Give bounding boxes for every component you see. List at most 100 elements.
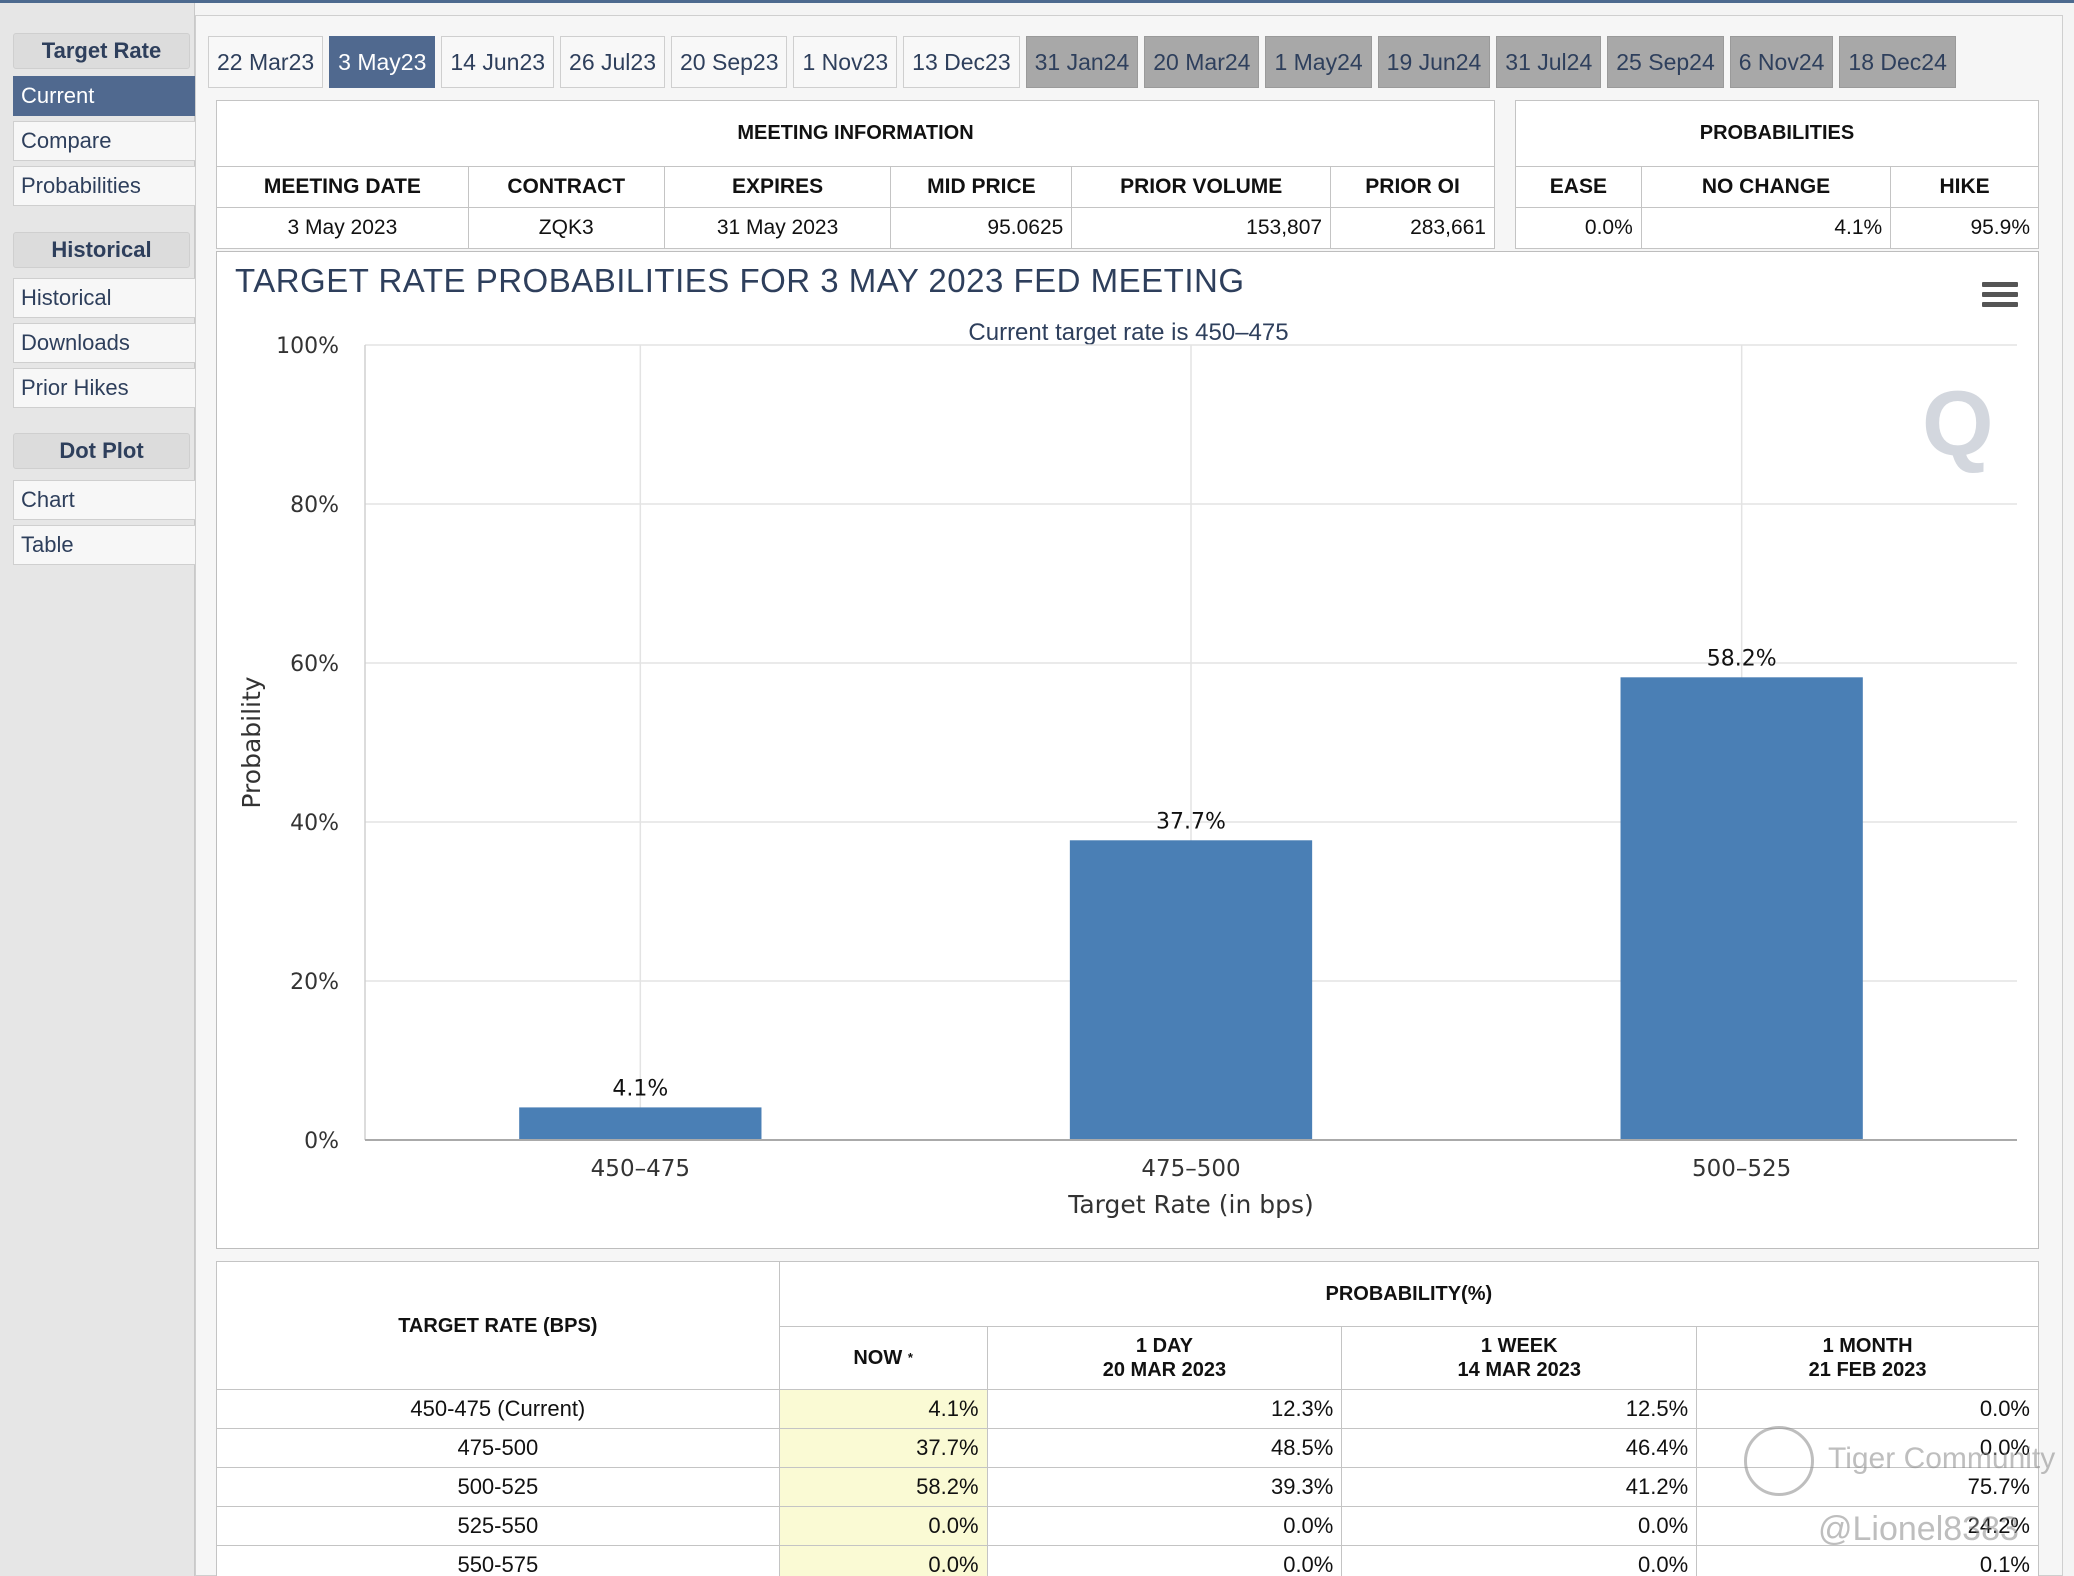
rate-cell: 450-475 (Current): [216, 1389, 780, 1429]
tab-1-nov23[interactable]: 1 Nov23: [793, 36, 898, 88]
col-1-week: 1 WEEK 14 MAR 2023: [1341, 1325, 1698, 1390]
month-cell: 75.7%: [1696, 1467, 2039, 1507]
sidebar-item-table[interactable]: Table: [13, 525, 195, 565]
data-label: 4.1%: [612, 1076, 668, 1101]
x-axis-title: Target Rate (in bps): [1067, 1190, 1314, 1219]
month-cell: 0.0%: [1696, 1428, 2039, 1468]
sidebar-header-historical: Historical: [13, 232, 190, 268]
sidebar-item-current[interactable]: Current: [13, 76, 195, 116]
sidebar-item-historical[interactable]: Historical: [13, 278, 195, 318]
meeting-info-title: MEETING INFORMATION: [216, 100, 1495, 167]
table-row: 475-500 37.7% 48.5% 46.4% 0.0%: [216, 1428, 2039, 1468]
table-row: 450-475 (Current) 4.1% 12.3% 12.5% 0.0%: [216, 1389, 2039, 1429]
week-cell: 0.0%: [1341, 1545, 1698, 1576]
prior-oi-value: 283,661: [1330, 207, 1495, 249]
bar-chart: 0% 20% 40% 60% 80% 100% 4.1% 450–475 37.7% 475–50…: [237, 334, 2017, 1219]
day-cell: 39.3%: [986, 1467, 1343, 1507]
tab-22-mar23[interactable]: 22 Mar23: [208, 36, 324, 88]
sidebar-header-target-rate: Target Rate: [13, 33, 190, 69]
y-tick-label: 80%: [290, 493, 339, 518]
now-cell: 4.1%: [778, 1389, 988, 1429]
rate-cell: 550-575: [216, 1545, 780, 1576]
sidebar-item-prior-hikes[interactable]: Prior Hikes: [13, 368, 195, 408]
now-cell: 58.2%: [778, 1467, 988, 1507]
bar: [1620, 677, 1863, 1140]
y-tick-label: 100%: [276, 334, 339, 359]
data-label: 37.7%: [1156, 809, 1226, 834]
tab-20-sep23[interactable]: 20 Sep23: [671, 36, 788, 88]
day-cell: 0.0%: [986, 1506, 1343, 1546]
sidebar-item-downloads[interactable]: Downloads: [13, 323, 195, 363]
week-cell: 12.5%: [1341, 1389, 1698, 1429]
tab-1-may24[interactable]: 1 May24: [1265, 36, 1372, 88]
chart-title: TARGET RATE PROBABILITIES FOR 3 MAY 2023…: [235, 262, 1245, 299]
probability-history-table: TARGET RATE (BPS) PROBABILITY(%) NOW * 1…: [216, 1261, 2040, 1576]
tab-31-jan24[interactable]: 31 Jan24: [1025, 36, 1139, 88]
col-1-month: 1 MONTH 21 FEB 2023: [1696, 1325, 2039, 1390]
col-now: NOW *: [778, 1325, 988, 1390]
sidebar-header-dot-plot: Dot Plot: [13, 433, 190, 469]
month-cell: 24.2%: [1696, 1506, 2039, 1546]
prior-volume-value: 153,807: [1071, 207, 1332, 249]
rate-cell: 500-525: [216, 1467, 780, 1507]
main-content: 22 Mar23 3 May23 14 Jun23 26 Jul23 20 Se…: [195, 15, 2063, 1576]
tab-3-may23[interactable]: 3 May23: [329, 36, 436, 88]
table-row: 500-525 58.2% 39.3% 41.2% 75.7%: [216, 1467, 2039, 1507]
no-change-value: 4.1%: [1640, 207, 1892, 249]
y-tick-label: 20%: [290, 970, 339, 995]
col-meeting-date: MEETING DATE: [216, 166, 469, 208]
now-cell: 0.0%: [778, 1506, 988, 1546]
sidebar-item-chart[interactable]: Chart: [13, 480, 195, 520]
col-1-day: 1 DAY 20 MAR 2023: [986, 1325, 1343, 1390]
day-cell: 12.3%: [986, 1389, 1343, 1429]
rate-cell: 525-550: [216, 1506, 780, 1546]
hike-value: 95.9%: [1890, 207, 2039, 249]
tab-19-jun24[interactable]: 19 Jun24: [1377, 36, 1491, 88]
tab-31-jul24[interactable]: 31 Jul24: [1496, 36, 1602, 88]
meeting-info-table: MEETING INFORMATION MEETING DATE CONTRAC…: [216, 100, 1495, 249]
now-cell: 0.0%: [778, 1545, 988, 1576]
day-cell: 48.5%: [986, 1428, 1343, 1468]
col-mid-price: MID PRICE: [890, 166, 1073, 208]
hamburger-menu-icon[interactable]: [1982, 282, 2018, 312]
y-tick-label: 40%: [290, 811, 339, 836]
bar: [1069, 840, 1313, 1140]
contract-value: ZQK3: [467, 207, 665, 249]
mid-price-value: 95.0625: [890, 207, 1073, 249]
probabilities-title: PROBABILITIES: [1515, 100, 2039, 167]
col-no-change: NO CHANGE: [1640, 166, 1892, 208]
y-tick-label: 60%: [290, 652, 339, 677]
col-expires: EXPIRES: [663, 166, 892, 208]
bar: [519, 1107, 762, 1140]
tab-20-mar24[interactable]: 20 Mar24: [1144, 36, 1260, 88]
meeting-date-value: 3 May 2023: [216, 207, 469, 249]
tab-26-jul23[interactable]: 26 Jul23: [560, 36, 665, 88]
tab-13-dec23[interactable]: 13 Dec23: [903, 36, 1020, 88]
day-cell: 0.0%: [986, 1545, 1343, 1576]
meeting-tabs: 22 Mar23 3 May23 14 Jun23 26 Jul23 20 Se…: [208, 36, 1956, 88]
probabilities-table: PROBABILITIES EASE NO CHANGE HIKE 0.0% 4…: [1515, 100, 2039, 249]
probability-header: PROBABILITY(%): [778, 1261, 2040, 1327]
col-contract: CONTRACT: [467, 166, 665, 208]
week-cell: 41.2%: [1341, 1467, 1698, 1507]
rate-cell: 475-500: [216, 1428, 780, 1468]
chart-card: TARGET RATE PROBABILITIES FOR 3 MAY 2023…: [216, 251, 2039, 1249]
quikstrike-logo-icon: Q: [1922, 373, 1994, 475]
x-tick-label: 450–475: [591, 1156, 690, 1182]
sidebar-item-probabilities[interactable]: Probabilities: [13, 166, 195, 206]
tab-18-dec24[interactable]: 18 Dec24: [1839, 36, 1956, 88]
table-row: 550-575 0.0% 0.0% 0.0% 0.1%: [216, 1545, 2039, 1576]
month-cell: 0.0%: [1696, 1389, 2039, 1429]
sidebar-item-compare[interactable]: Compare: [13, 121, 195, 161]
col-ease: EASE: [1515, 166, 1642, 208]
month-cell: 0.1%: [1696, 1545, 2039, 1576]
tab-14-jun23[interactable]: 14 Jun23: [441, 36, 555, 88]
tab-6-nov24[interactable]: 6 Nov24: [1729, 36, 1834, 88]
col-prior-volume: PRIOR VOLUME: [1071, 166, 1332, 208]
col-target-rate: TARGET RATE (BPS): [216, 1261, 780, 1390]
chart-subtitle: Current target rate is 450–475: [968, 319, 1289, 346]
x-tick-label: 475–500: [1141, 1156, 1240, 1182]
tab-25-sep24[interactable]: 25 Sep24: [1607, 36, 1724, 88]
ease-value: 0.0%: [1515, 207, 1642, 249]
col-hike: HIKE: [1890, 166, 2039, 208]
